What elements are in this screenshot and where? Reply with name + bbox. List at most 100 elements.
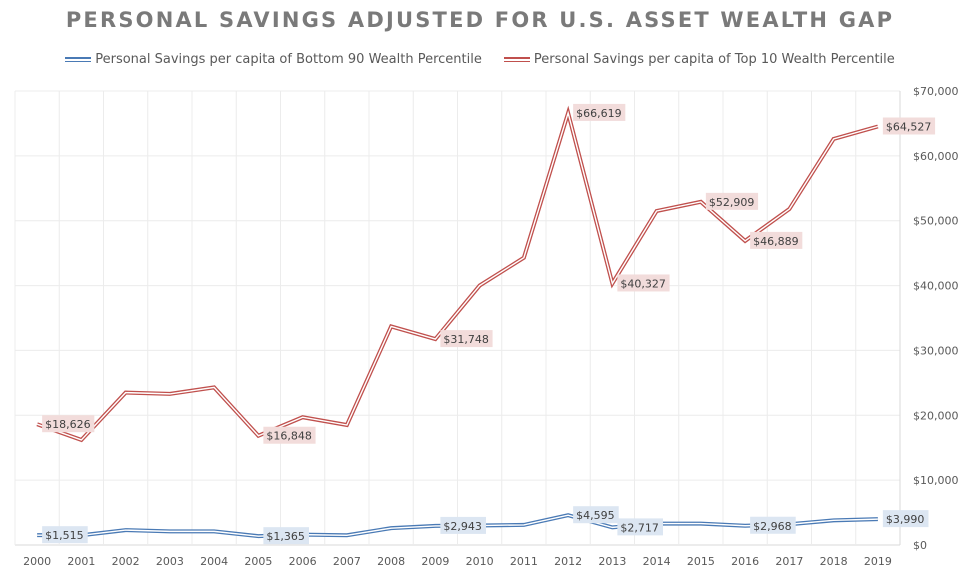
data-label: $1,515 xyxy=(45,529,84,542)
data-point xyxy=(876,517,880,521)
data-label: $1,365 xyxy=(266,530,305,543)
series-line-inner-top-10 xyxy=(36,110,879,441)
data-point xyxy=(124,528,128,532)
data-point xyxy=(35,422,39,426)
data-point xyxy=(610,281,614,285)
data-label-bg xyxy=(573,506,619,524)
data-point xyxy=(35,533,39,537)
data-point xyxy=(389,324,393,328)
x-tick-label: 2004 xyxy=(200,555,228,568)
data-label: $66,619 xyxy=(576,107,622,120)
data-point xyxy=(832,137,836,141)
data-label-bg xyxy=(573,103,626,121)
data-label-bg xyxy=(882,510,929,528)
data-point xyxy=(876,124,880,128)
y-tick-label: $70,000 xyxy=(913,85,959,98)
data-label-bg xyxy=(617,274,670,292)
data-point xyxy=(433,337,437,341)
data-point xyxy=(345,423,349,427)
data-label: $46,889 xyxy=(753,235,799,248)
y-tick-label: $10,000 xyxy=(913,474,959,487)
data-label-bg xyxy=(42,415,95,433)
legend-swatch-top-10 xyxy=(503,57,530,62)
data-point xyxy=(787,207,791,211)
data-label-bg xyxy=(882,117,936,135)
data-label: $3,990 xyxy=(886,513,925,526)
x-tick-label: 2008 xyxy=(377,555,405,568)
data-label-bg xyxy=(750,516,796,534)
data-label-bg xyxy=(705,192,759,210)
legend-item-bottom-90: Personal Savings per capita of Bottom 90… xyxy=(65,52,482,67)
x-tick-label: 2013 xyxy=(598,555,626,568)
chart-title: PERSONAL SAVINGS ADJUSTED FOR U.S. ASSET… xyxy=(65,8,895,32)
x-tick-label: 2019 xyxy=(864,555,892,568)
legend-label-bottom-90: Personal Savings per capita of Bottom 90… xyxy=(95,52,482,67)
x-tick-label: 2005 xyxy=(244,555,272,568)
x-tick-label: 2003 xyxy=(156,555,184,568)
x-tick-label: 2007 xyxy=(333,555,361,568)
data-label: $4,595 xyxy=(576,509,615,522)
data-point xyxy=(389,526,393,530)
legend-label-top-10: Personal Savings per capita of Top 10 We… xyxy=(533,52,895,67)
data-label: $2,717 xyxy=(620,521,659,534)
x-tick-label: 2011 xyxy=(510,555,538,568)
data-point xyxy=(79,438,83,442)
data-label: $31,748 xyxy=(443,333,489,346)
data-label: $64,527 xyxy=(886,120,932,133)
data-point xyxy=(566,111,570,115)
data-label-bg xyxy=(750,231,803,249)
data-point xyxy=(212,385,216,389)
x-tick-label: 2001 xyxy=(67,555,95,568)
data-point xyxy=(168,529,172,533)
legend-item-top-10: Personal Savings per capita of Top 10 We… xyxy=(503,52,895,67)
data-point xyxy=(743,524,747,528)
data-label: $40,327 xyxy=(620,277,666,290)
y-tick-label: $50,000 xyxy=(913,215,959,228)
data-label-bg xyxy=(617,518,663,536)
data-point xyxy=(256,434,260,438)
x-tick-label: 2002 xyxy=(112,555,140,568)
data-label-bg xyxy=(42,526,88,544)
data-label: $2,968 xyxy=(753,520,792,533)
y-tick-label: $60,000 xyxy=(913,150,959,163)
data-point xyxy=(345,533,349,537)
x-tick-label: 2012 xyxy=(554,555,582,568)
x-tick-label: 2015 xyxy=(687,555,715,568)
data-point xyxy=(301,415,305,419)
y-tick-label: $20,000 xyxy=(913,409,959,422)
data-point xyxy=(610,525,614,529)
data-point xyxy=(168,392,172,396)
data-label: $52,909 xyxy=(709,196,755,209)
legend: Personal Savings per capita of Bottom 90… xyxy=(0,52,960,67)
data-point xyxy=(832,518,836,522)
data-label-bg xyxy=(440,516,486,534)
x-tick-label: 2009 xyxy=(421,555,449,568)
data-label-bg xyxy=(440,330,493,348)
data-label: $16,848 xyxy=(266,430,312,443)
x-tick-label: 2017 xyxy=(775,555,803,568)
data-point xyxy=(655,209,659,213)
data-label-bg xyxy=(263,527,309,545)
data-point xyxy=(566,513,570,517)
data-point xyxy=(522,523,526,527)
data-point xyxy=(743,239,747,243)
y-tick-label: $30,000 xyxy=(913,344,959,357)
data-point xyxy=(212,529,216,533)
data-point xyxy=(699,200,703,204)
x-tick-label: 2006 xyxy=(289,555,317,568)
x-tick-label: 2014 xyxy=(643,555,671,568)
x-tick-label: 2016 xyxy=(731,555,759,568)
data-label-bg xyxy=(263,426,316,444)
data-point xyxy=(124,391,128,395)
data-label: $2,943 xyxy=(443,520,482,533)
x-tick-label: 2010 xyxy=(466,555,494,568)
data-label: $18,626 xyxy=(45,418,91,431)
x-tick-label: 2000 xyxy=(23,555,51,568)
data-point xyxy=(433,524,437,528)
data-point xyxy=(522,256,526,260)
legend-swatch-bottom-90 xyxy=(65,57,92,62)
data-point xyxy=(478,284,482,288)
y-tick-label: $0 xyxy=(913,539,927,552)
data-point xyxy=(699,522,703,526)
